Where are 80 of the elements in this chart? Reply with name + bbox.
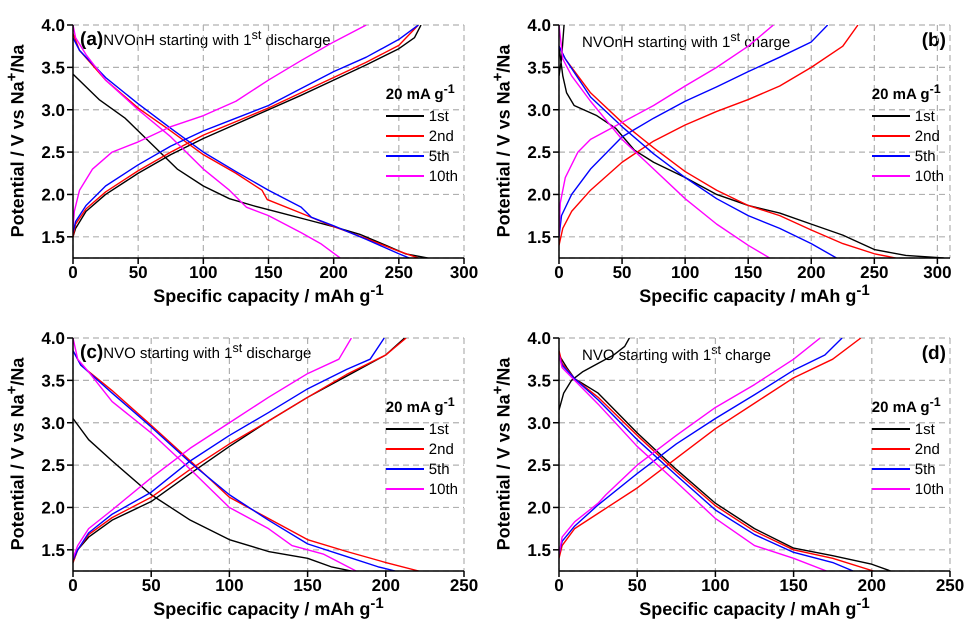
- y-tick-label: 4.0: [527, 329, 551, 348]
- x-tick-label: 300: [923, 263, 952, 282]
- legend-label: 10th: [914, 168, 944, 184]
- y-tick-label: 3.5: [41, 371, 65, 390]
- y-tick-label: 2.5: [41, 456, 65, 476]
- x-tick-label: 250: [936, 576, 964, 596]
- x-tick-label: 0: [554, 263, 564, 282]
- x-axis-title: Specific capacity / mAh g$^{-1}$: [638, 595, 871, 620]
- annotation: (a): [80, 29, 104, 51]
- legend-label: 1st: [428, 420, 449, 438]
- y-tick-label: 3.5: [41, 58, 65, 78]
- y-tick-label: 3.0: [41, 100, 65, 120]
- x-tick-label: 150: [254, 263, 283, 282]
- x-tick-label: 200: [858, 576, 886, 596]
- legend-label: 5th: [428, 148, 450, 164]
- legend-label: 10th: [428, 480, 458, 498]
- y-tick-label: 3.0: [527, 100, 551, 120]
- x-tick-label: 50: [128, 263, 148, 282]
- y-tick-label: 4.0: [41, 329, 65, 348]
- x-tick-label: 0: [554, 576, 564, 596]
- x-tick-label: 50: [628, 576, 647, 596]
- x-axis-title: Specific capacity / mAh g$^{-1}$: [152, 595, 385, 620]
- y-tick-label: 4.0: [41, 16, 65, 36]
- x-tick-label: 0: [68, 576, 78, 596]
- legend-label: 2nd: [428, 128, 454, 144]
- x-tick-label: 100: [670, 263, 700, 282]
- x-tick-label: 250: [860, 263, 889, 282]
- annotation: (c): [80, 342, 104, 364]
- y-tick-label: 3.5: [527, 58, 551, 78]
- legend-title: 20 mA g$^{-1}$: [386, 395, 456, 416]
- legend-label: 1st: [914, 108, 935, 124]
- x-tick-label: 300: [450, 263, 478, 282]
- x-tick-label: 200: [372, 576, 400, 596]
- legend-label: 2nd: [914, 128, 940, 144]
- x-tick-label: 200: [319, 263, 348, 282]
- legend-label: 2nd: [428, 440, 454, 458]
- y-tick-label: 1.5: [527, 228, 551, 247]
- legend-label: 1st: [428, 108, 449, 124]
- x-tick-label: 250: [450, 576, 478, 596]
- annotation: (b): [922, 30, 946, 52]
- x-tick-label: 100: [701, 576, 730, 596]
- x-axis-title: Specific capacity / mAh g$^{-1}$: [152, 282, 385, 307]
- x-tick-label: 150: [734, 263, 762, 282]
- y-tick-label: 1.5: [41, 228, 65, 247]
- annotation: (d): [922, 343, 946, 365]
- legend-title: 20 mA g$^{-1}$: [386, 82, 456, 103]
- y-tick-label: 3.0: [41, 414, 65, 433]
- y-tick-label: 4.0: [527, 16, 551, 36]
- x-axis-title: Specific capacity / mAh g$^{-1}$: [638, 282, 871, 307]
- y-tick-label: 2.0: [41, 498, 65, 518]
- x-tick-label: 50: [612, 263, 632, 282]
- y-tick-label: 1.5: [41, 540, 65, 560]
- x-tick-label: 150: [779, 576, 808, 596]
- y-tick-label: 2.5: [527, 143, 551, 162]
- y-tick-label: 2.0: [41, 185, 65, 204]
- x-tick-label: 50: [142, 576, 161, 596]
- y-tick-label: 2.0: [527, 498, 551, 518]
- y-tick-label: 2.5: [41, 143, 65, 162]
- x-tick-label: 100: [189, 263, 218, 282]
- x-tick-label: 100: [215, 576, 244, 596]
- y-tick-label: 2.5: [527, 456, 551, 476]
- x-tick-label: 200: [797, 263, 826, 282]
- y-tick-label: 1.5: [527, 540, 551, 560]
- legend-label: 5th: [914, 148, 936, 164]
- y-tick-label: 2.0: [527, 185, 551, 204]
- x-tick-label: 150: [293, 576, 322, 596]
- legend-label: 5th: [428, 460, 450, 478]
- chart-title: NVOnH starting with 1$^{st}$ discharge: [103, 28, 331, 49]
- legend-label: 10th: [428, 168, 458, 184]
- legend-label: 2nd: [914, 440, 940, 458]
- legend-title: 20 mA g$^{-1}$: [872, 395, 942, 416]
- legend-title: 20 mA g$^{-1}$: [872, 82, 942, 103]
- legend-label: 1st: [914, 420, 935, 438]
- legend-label: 5th: [914, 460, 936, 478]
- y-tick-label: 3.5: [527, 371, 551, 390]
- x-tick-label: 250: [384, 263, 414, 282]
- x-tick-label: 0: [68, 263, 78, 282]
- chart-title: NVO starting with 1$^{st}$ discharge: [103, 341, 312, 362]
- legend-label: 10th: [914, 480, 944, 498]
- y-tick-label: 3.0: [527, 414, 551, 433]
